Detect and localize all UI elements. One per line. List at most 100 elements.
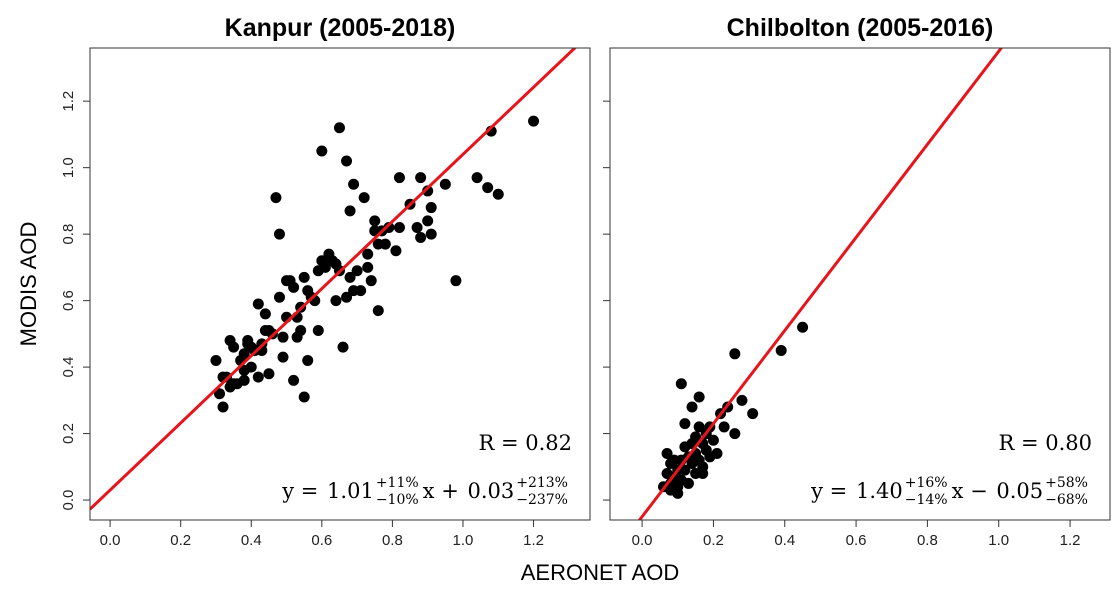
equation-sub: −68% bbox=[1045, 492, 1088, 508]
x-tick-label: 0.2 bbox=[703, 532, 724, 549]
point bbox=[341, 291, 353, 303]
point bbox=[686, 401, 698, 413]
point bbox=[415, 172, 427, 184]
y-tick-label: 1.2 bbox=[60, 91, 77, 112]
point bbox=[729, 428, 741, 440]
chart-title: Kanpur (2005-2018) bbox=[225, 14, 456, 42]
point bbox=[422, 185, 434, 197]
y-tick-label: 0.2 bbox=[60, 423, 77, 444]
point bbox=[365, 275, 377, 287]
point bbox=[747, 408, 759, 420]
equation-sup: +11% bbox=[376, 475, 419, 491]
point bbox=[369, 215, 381, 227]
point bbox=[372, 305, 384, 317]
point bbox=[711, 448, 723, 460]
point bbox=[288, 281, 300, 293]
point bbox=[679, 418, 691, 430]
equation-sup: +58% bbox=[1045, 475, 1088, 491]
point bbox=[344, 205, 356, 217]
fit-line bbox=[90, 48, 577, 511]
point bbox=[693, 391, 705, 403]
equation-sup: +16% bbox=[905, 475, 948, 491]
point bbox=[390, 245, 402, 257]
y-tick-label: 0.6 bbox=[60, 290, 77, 311]
point bbox=[319, 261, 331, 273]
point bbox=[690, 431, 702, 443]
point bbox=[425, 202, 437, 214]
point bbox=[775, 344, 787, 356]
point bbox=[333, 122, 345, 134]
point bbox=[298, 391, 310, 403]
point bbox=[210, 354, 222, 366]
point bbox=[736, 394, 748, 406]
point bbox=[252, 371, 264, 383]
point bbox=[797, 321, 809, 333]
point bbox=[330, 295, 342, 307]
point bbox=[277, 351, 289, 363]
point bbox=[337, 341, 349, 353]
point bbox=[661, 448, 673, 460]
equation: y = 1.40 +16%−14% x − 0.05 +58%−68% bbox=[810, 475, 1088, 508]
point bbox=[422, 215, 434, 227]
equation-part: 0.03 bbox=[467, 479, 514, 503]
plot-frame bbox=[89, 47, 591, 521]
x-tick-label: 1.2 bbox=[523, 532, 544, 549]
x-axis-label: AERONET AOD bbox=[521, 560, 680, 585]
x-tick-label: 1.0 bbox=[988, 532, 1009, 549]
point bbox=[312, 325, 324, 337]
chart-title: Chilbolton (2005-2016) bbox=[727, 14, 994, 42]
x-tick-label: 0.6 bbox=[311, 532, 332, 549]
point bbox=[362, 248, 374, 260]
point bbox=[358, 192, 370, 204]
point bbox=[411, 221, 423, 233]
point bbox=[682, 477, 694, 489]
point bbox=[393, 221, 405, 233]
point bbox=[393, 172, 405, 184]
equation-sub: −14% bbox=[905, 492, 948, 508]
point bbox=[482, 182, 494, 194]
point bbox=[298, 271, 310, 283]
equation-part: 0.05 bbox=[996, 479, 1043, 503]
point bbox=[245, 361, 257, 373]
x-tick-label: 0.0 bbox=[100, 532, 121, 549]
point bbox=[270, 192, 282, 204]
y-axis-label: MODIS AOD bbox=[16, 222, 41, 347]
equation-part: y = bbox=[810, 479, 854, 503]
point bbox=[277, 331, 289, 343]
point bbox=[362, 261, 374, 273]
x-tick-label: 0.6 bbox=[846, 532, 867, 549]
equation-sub: −10% bbox=[376, 492, 419, 508]
point bbox=[273, 228, 285, 240]
point bbox=[288, 374, 300, 386]
point bbox=[228, 341, 240, 353]
equation-part: y = bbox=[281, 479, 325, 503]
y-tick-label: 0.0 bbox=[60, 490, 77, 511]
point bbox=[252, 298, 264, 310]
point bbox=[425, 228, 437, 240]
point bbox=[221, 371, 233, 383]
point bbox=[348, 178, 360, 190]
equation-sub: −237% bbox=[516, 492, 568, 508]
point bbox=[450, 275, 462, 287]
point bbox=[302, 354, 314, 366]
panel: Chilbolton (2005-2016) 0.0 0.2 0.4 0.6 0.8 1.0… bbox=[603, 14, 1111, 549]
point bbox=[693, 421, 705, 433]
point bbox=[675, 378, 687, 390]
r-annotation: R = 0.80 bbox=[998, 431, 1092, 455]
y-tick-label: 0.4 bbox=[60, 357, 77, 378]
x-tick-label: 0.4 bbox=[241, 532, 262, 549]
point bbox=[697, 467, 709, 479]
point bbox=[217, 401, 229, 413]
point bbox=[383, 221, 395, 233]
point bbox=[263, 368, 275, 380]
point bbox=[379, 238, 391, 250]
point bbox=[238, 374, 250, 386]
r-annotation: R = 0.82 bbox=[478, 431, 572, 455]
point bbox=[528, 115, 540, 127]
x-tick-label: 0.0 bbox=[632, 532, 653, 549]
y-tick-label: 1.0 bbox=[60, 157, 77, 178]
point bbox=[355, 285, 367, 297]
equation-part: x + bbox=[423, 479, 466, 503]
x-tick-label: 0.8 bbox=[382, 532, 403, 549]
point bbox=[471, 172, 483, 184]
